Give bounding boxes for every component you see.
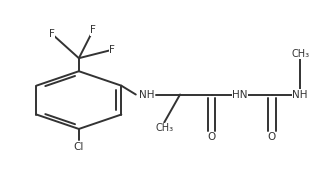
Text: CH₃: CH₃ bbox=[291, 49, 309, 59]
Text: CH₃: CH₃ bbox=[155, 123, 173, 133]
Text: F: F bbox=[90, 25, 96, 35]
Text: HN: HN bbox=[232, 90, 248, 99]
Text: O: O bbox=[208, 132, 216, 142]
Text: NH: NH bbox=[139, 90, 155, 99]
Text: F: F bbox=[109, 45, 115, 55]
Text: NH: NH bbox=[293, 90, 308, 99]
Text: Cl: Cl bbox=[74, 142, 84, 152]
Text: O: O bbox=[268, 132, 276, 142]
Text: F: F bbox=[49, 29, 55, 39]
